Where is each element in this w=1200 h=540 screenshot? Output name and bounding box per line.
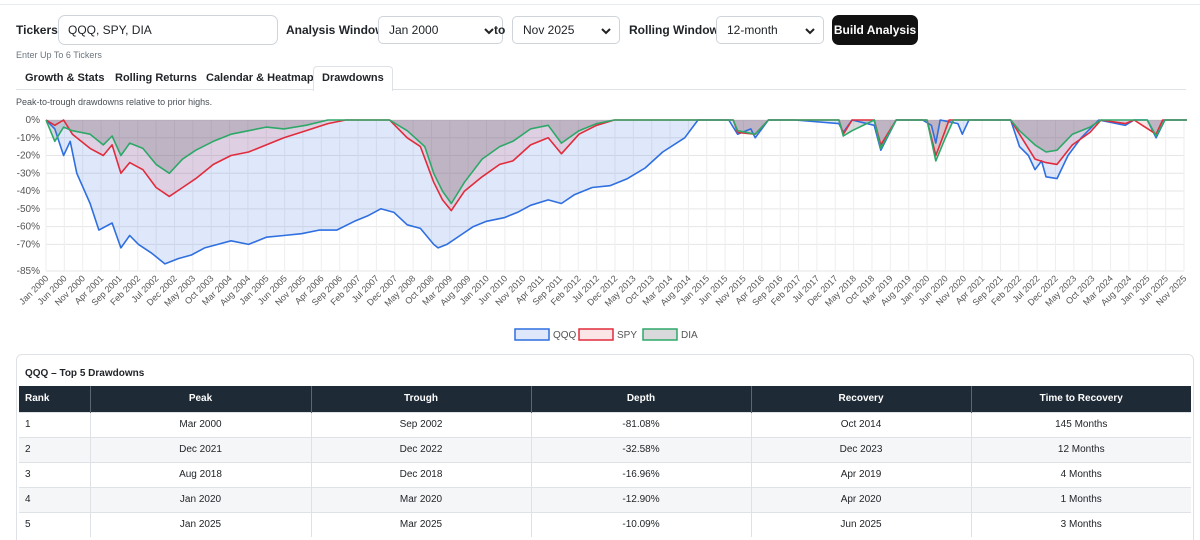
legend-swatch-qqq bbox=[514, 328, 550, 341]
top-drawdowns-table: Rank Peak Trough Depth Recovery Time to … bbox=[19, 386, 1191, 537]
build-analysis-button[interactable]: Build Analysis bbox=[832, 15, 918, 45]
recovery-cell: Dec 2023 bbox=[750, 436, 971, 462]
series-line-qqq bbox=[45, 119, 1187, 265]
tab-calendar-heatmap[interactable]: Calendar & Heatmap bbox=[206, 72, 314, 84]
legend-swatch-dia bbox=[642, 328, 678, 341]
recovery-cell: Apr 2020 bbox=[750, 486, 971, 512]
rank-cell: 2 bbox=[19, 436, 90, 462]
y-tick-label: -85% bbox=[17, 266, 40, 277]
start-month-select[interactable]: Jan 2000 bbox=[378, 16, 503, 44]
legend-swatch-spy bbox=[578, 328, 614, 341]
table-title: QQQ – Top 5 Drawdowns bbox=[25, 368, 145, 379]
column-header-trough: Trough bbox=[310, 386, 531, 412]
column-header-rank: Rank bbox=[19, 386, 90, 412]
table-row: 3 Aug 2018 Dec 2018 -16.96% Apr 2019 4 M… bbox=[19, 461, 1191, 487]
depth-cell: -16.96% bbox=[530, 461, 751, 487]
rolling-window-select[interactable]: 12-month bbox=[716, 16, 824, 44]
recovery-cell: Jun 2025 bbox=[750, 511, 971, 537]
start-month-value: Jan 2000 bbox=[389, 23, 439, 37]
tab-drawdowns[interactable]: Drawdowns bbox=[313, 66, 393, 91]
chevron-down-icon bbox=[805, 28, 815, 35]
recovery-cell: Apr 2019 bbox=[750, 461, 971, 487]
rank-cell: 5 bbox=[19, 511, 90, 537]
end-month-select[interactable]: Nov 2025 bbox=[512, 16, 620, 44]
table-row: 2 Dec 2021 Dec 2022 -32.58% Dec 2023 12 … bbox=[19, 436, 1191, 462]
legend-label-dia: DIA bbox=[681, 330, 698, 341]
end-month-value: Nov 2025 bbox=[523, 23, 575, 37]
depth-cell: -10.09% bbox=[530, 511, 751, 537]
column-header-time-to-recovery: Time to Recovery bbox=[970, 386, 1191, 412]
peak-cell: Dec 2021 bbox=[89, 436, 311, 462]
column-header-depth: Depth bbox=[530, 386, 751, 412]
tab-rolling-returns[interactable]: Rolling Returns bbox=[115, 72, 197, 84]
time-to-recovery-cell: 4 Months bbox=[970, 461, 1191, 487]
y-tick-label: -40% bbox=[17, 186, 40, 197]
trough-cell: Dec 2018 bbox=[310, 461, 531, 487]
chart-caption: Peak-to-trough drawdowns relative to pri… bbox=[16, 97, 213, 107]
series-line-dia bbox=[45, 119, 1187, 205]
peak-cell: Jan 2020 bbox=[89, 486, 311, 512]
table-row: 1 Mar 2000 Sep 2002 -81.08% Oct 2014 145… bbox=[19, 411, 1191, 437]
trough-cell: Dec 2022 bbox=[310, 436, 531, 462]
peak-cell: Mar 2000 bbox=[89, 411, 311, 437]
column-header-recovery: Recovery bbox=[750, 386, 971, 412]
top-drawdowns-card: QQQ – Top 5 Drawdowns Rank Peak Trough D… bbox=[16, 354, 1194, 540]
table-row: 5 Jan 2025 Mar 2025 -10.09% Jun 2025 3 M… bbox=[19, 511, 1191, 537]
chevron-down-icon bbox=[601, 28, 611, 35]
y-tick-label: -10% bbox=[17, 133, 40, 144]
time-to-recovery-cell: 3 Months bbox=[970, 511, 1191, 537]
time-to-recovery-cell: 1 Months bbox=[970, 486, 1191, 512]
y-tick-label: -20% bbox=[17, 151, 40, 162]
analysis-window-label: Analysis Window bbox=[286, 23, 385, 37]
drawdown-chart-svg: 0%-10%-20%-30%-40%-50%-60%-70%-85%Jan 20… bbox=[17, 115, 1189, 341]
tickers-hint: Enter Up To 6 Tickers bbox=[16, 50, 102, 60]
series-area-qqq bbox=[46, 120, 1187, 264]
top-border bbox=[0, 4, 1200, 5]
table-header-row: Rank Peak Trough Depth Recovery Time to … bbox=[19, 386, 1191, 412]
rank-cell: 4 bbox=[19, 486, 90, 512]
y-tick-label: -50% bbox=[17, 204, 40, 215]
series-area-spy bbox=[46, 120, 1187, 211]
depth-cell: -12.90% bbox=[530, 486, 751, 512]
series-line-spy bbox=[45, 119, 1187, 212]
depth-cell: -81.08% bbox=[530, 411, 751, 437]
peak-cell: Aug 2018 bbox=[89, 461, 311, 487]
depth-cell: -32.58% bbox=[530, 436, 751, 462]
legend-label-spy: SPY bbox=[617, 330, 637, 341]
table-row: 4 Jan 2020 Mar 2020 -12.90% Apr 2020 1 M… bbox=[19, 486, 1191, 512]
chevron-down-icon bbox=[484, 28, 494, 35]
y-tick-label: -60% bbox=[17, 222, 40, 233]
y-tick-label: -30% bbox=[17, 168, 40, 179]
rank-cell: 3 bbox=[19, 461, 90, 487]
tickers-label: Tickers bbox=[16, 23, 58, 37]
column-header-peak: Peak bbox=[89, 386, 311, 412]
y-tick-label: -70% bbox=[17, 239, 40, 250]
rank-cell: 1 bbox=[19, 411, 90, 437]
trough-cell: Sep 2002 bbox=[310, 411, 531, 437]
trough-cell: Mar 2020 bbox=[310, 486, 531, 512]
tab-growth-stats[interactable]: Growth & Stats bbox=[25, 72, 105, 84]
analysis-toolbar: Tickers Analysis Window Jan 2000 to Nov … bbox=[16, 14, 1186, 48]
tab-bar: Growth & Stats Rolling Returns Calendar … bbox=[16, 66, 1186, 91]
series-area-dia bbox=[46, 120, 1187, 204]
trough-cell: Mar 2025 bbox=[310, 511, 531, 537]
peak-cell: Jan 2025 bbox=[89, 511, 311, 537]
tickers-input[interactable] bbox=[58, 15, 278, 45]
y-tick-label: 0% bbox=[26, 115, 41, 126]
to-label: to bbox=[494, 23, 506, 37]
legend-label-qqq: QQQ bbox=[553, 330, 577, 341]
time-to-recovery-cell: 12 Months bbox=[970, 436, 1191, 462]
drawdown-chart: 0% -10% -20% -30% -40% -50% -60% -70% -85% Jan 20… bbox=[0, 110, 1200, 348]
rolling-window-value: 12-month bbox=[727, 23, 778, 37]
recovery-cell: Oct 2014 bbox=[750, 411, 971, 437]
time-to-recovery-cell: 145 Months bbox=[970, 411, 1191, 437]
rolling-window-label: Rolling Window bbox=[629, 23, 719, 37]
